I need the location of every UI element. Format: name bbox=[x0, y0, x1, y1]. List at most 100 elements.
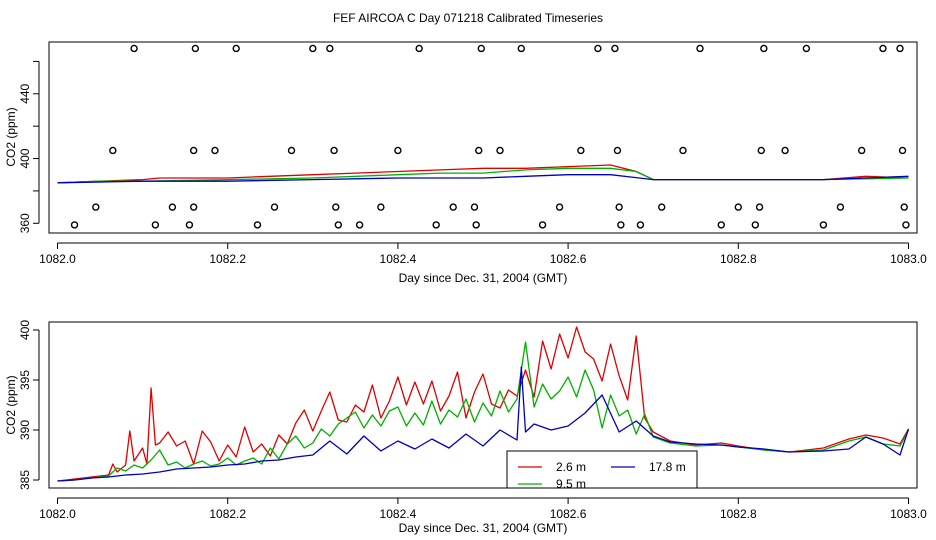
figure-title: FEF AIRCOA C Day 071218 Calibrated Times… bbox=[333, 11, 603, 25]
calibration-point-marker bbox=[470, 203, 479, 211]
calibration-point-marker bbox=[355, 221, 364, 229]
calibration-point-marker bbox=[717, 221, 725, 229]
calibration-point-marker bbox=[896, 44, 904, 53]
calibration-point-marker bbox=[394, 146, 402, 155]
calibration-point-marker bbox=[168, 203, 177, 211]
calibration-point-marker bbox=[432, 221, 440, 229]
calibration-point-marker bbox=[330, 146, 338, 155]
bottom-x-tick-label: 1082.6 bbox=[550, 507, 587, 521]
top-x-tick-label: 1082.2 bbox=[209, 252, 246, 266]
calibration-point-marker bbox=[781, 146, 789, 155]
bottom-y-tick-label: 390 bbox=[18, 420, 32, 440]
calibration-point-marker bbox=[755, 203, 764, 211]
calibration-point-marker bbox=[326, 44, 334, 53]
bottom-x-tick-label: 1082.2 bbox=[209, 507, 246, 521]
bottom-series-line-17-8-m bbox=[57, 366, 910, 482]
calibration-point-marker bbox=[857, 146, 866, 155]
legend-label-9-5m: 9.5 m bbox=[556, 477, 586, 491]
legend: 2.6 m 17.8 m 9.5 m bbox=[506, 450, 698, 491]
top-y-axis-label: CO2 (ppm) bbox=[4, 107, 18, 166]
top-x-tick-label: 1082.4 bbox=[380, 252, 417, 266]
legend-label-2-6m: 2.6 m bbox=[556, 460, 586, 474]
calibration-point-marker bbox=[477, 44, 485, 53]
calibration-point-marker bbox=[70, 221, 79, 229]
calibration-point-marker bbox=[734, 203, 742, 211]
calibration-point-marker bbox=[449, 203, 457, 211]
calibration-point-marker bbox=[879, 44, 887, 53]
top-plot-frame bbox=[48, 41, 918, 234]
calibration-point-marker bbox=[287, 146, 296, 155]
calibration-point-marker bbox=[189, 146, 198, 155]
calibration-point-marker bbox=[130, 44, 138, 53]
bottom-series-group bbox=[57, 326, 910, 482]
top-y-tick-label: 400 bbox=[18, 148, 32, 168]
calibration-point-marker bbox=[836, 203, 845, 211]
calibration-point-marker bbox=[232, 44, 240, 53]
calibration-point-marker bbox=[517, 44, 525, 53]
top-y-axis: 360 400 440 bbox=[18, 60, 40, 233]
calibration-point-marker bbox=[615, 203, 623, 211]
bottom-y-axis-label: CO2 (ppm) bbox=[4, 375, 18, 434]
calibration-point-marker bbox=[760, 44, 768, 53]
top-x-axis: 1082.0 1082.2 1082.4 1082.6 1082.8 1083.0 bbox=[39, 242, 927, 266]
calibration-point-marker bbox=[334, 221, 343, 229]
calibration-point-marker bbox=[555, 203, 564, 211]
bottom-x-axis: 1082.0 1082.2 1082.4 1082.6 1082.8 1083.0 bbox=[39, 497, 927, 521]
top-series-line-17-8-m bbox=[57, 174, 909, 184]
calibration-point-marker bbox=[475, 146, 483, 155]
top-x-tick-label: 1082.0 bbox=[39, 252, 76, 266]
calibration-point-marker bbox=[185, 221, 194, 229]
bottom-series-line-2-6-m bbox=[57, 326, 910, 482]
calibration-point-marker bbox=[415, 44, 423, 53]
calibration-point-marker bbox=[696, 44, 704, 53]
calibration-point-marker bbox=[658, 203, 666, 211]
calibration-point-marker bbox=[211, 146, 219, 155]
bottom-x-tick-label: 1082.0 bbox=[39, 507, 76, 521]
bottom-y-tick-label: 385 bbox=[18, 470, 32, 490]
calibration-point-marker bbox=[309, 44, 317, 53]
legend-label-17-8m: 17.8 m bbox=[649, 460, 686, 474]
calibration-point-marker bbox=[472, 221, 480, 229]
chart-panel-top: 1082.0 1082.2 1082.4 1082.6 1082.8 1083.0 360… bbox=[4, 41, 927, 285]
bottom-series-line-9-5-m bbox=[57, 341, 910, 482]
calibration-point-marker bbox=[151, 221, 160, 229]
calibration-point-marker bbox=[613, 146, 622, 155]
bottom-x-axis-label: Day since Dec. 31, 2004 (GMT) bbox=[399, 521, 568, 535]
calibration-point-marker bbox=[189, 203, 198, 211]
calibration-point-marker bbox=[109, 146, 117, 155]
calibration-point-marker bbox=[802, 44, 811, 53]
calibration-point-marker bbox=[594, 44, 602, 53]
calibration-point-marker bbox=[900, 203, 908, 211]
calibration-point-marker bbox=[902, 221, 910, 229]
calibration-point-marker bbox=[191, 44, 200, 53]
calibration-point-marker bbox=[538, 221, 547, 229]
bottom-x-tick-label: 1083.0 bbox=[890, 507, 927, 521]
calibration-point-marker bbox=[377, 203, 385, 211]
calibration-point-marker bbox=[751, 221, 760, 229]
bottom-y-tick-label: 400 bbox=[18, 320, 32, 340]
top-x-tick-label: 1082.6 bbox=[550, 252, 587, 266]
top-marker-group bbox=[70, 44, 910, 229]
calibration-point-marker bbox=[496, 146, 504, 155]
calibration-point-marker bbox=[617, 221, 625, 229]
calibration-point-marker bbox=[577, 146, 585, 155]
top-y-tick-label: 440 bbox=[18, 83, 32, 103]
top-x-tick-label: 1082.8 bbox=[720, 252, 757, 266]
calibration-point-marker bbox=[819, 221, 828, 229]
bottom-plot-frame bbox=[48, 321, 918, 489]
calibration-point-marker bbox=[92, 203, 100, 211]
top-x-axis-label: Day since Dec. 31, 2004 (GMT) bbox=[399, 271, 568, 285]
calibration-point-marker bbox=[332, 203, 340, 211]
bottom-y-tick-label: 395 bbox=[18, 370, 32, 390]
bottom-x-tick-label: 1082.4 bbox=[380, 507, 417, 521]
calibration-point-marker bbox=[611, 44, 619, 53]
top-y-tick-label: 360 bbox=[18, 213, 32, 233]
top-series-group bbox=[57, 164, 909, 184]
calibration-point-marker bbox=[270, 203, 279, 211]
calibration-point-marker bbox=[757, 146, 765, 155]
chart-panel-bottom: 1082.0 1082.2 1082.4 1082.6 1082.8 1083.0 385… bbox=[4, 320, 927, 535]
calibration-point-marker bbox=[679, 146, 687, 155]
legend-box bbox=[506, 450, 698, 489]
top-x-tick-label: 1083.0 bbox=[890, 252, 927, 266]
